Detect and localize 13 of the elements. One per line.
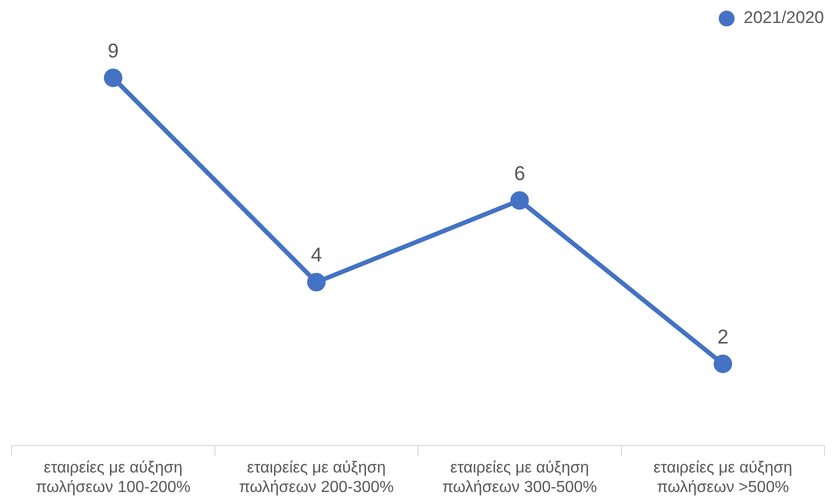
point [510, 191, 529, 210]
point [714, 354, 732, 374]
data-label: 6 [514, 162, 526, 185]
data-label: 4 [310, 244, 322, 267]
data-label: 9 [108, 40, 119, 62]
x-tick-label: εταιρείες με αύξηση πωλήσεων >500% [654, 460, 792, 496]
x-tick-label: εταιρείες με αύξηση πωλήσεων 200-300% [238, 460, 394, 496]
legend-label: 2021/2020 [744, 8, 824, 28]
x-tick-label: εταιρείες με αύξηση πωλήσεων 300-500% [442, 460, 598, 496]
point [104, 68, 122, 88]
data-label: 2 [717, 326, 728, 348]
point [307, 272, 326, 292]
x-tick-label: εταιρείες με αύξηση πωλήσεων 100-200% [36, 460, 191, 496]
